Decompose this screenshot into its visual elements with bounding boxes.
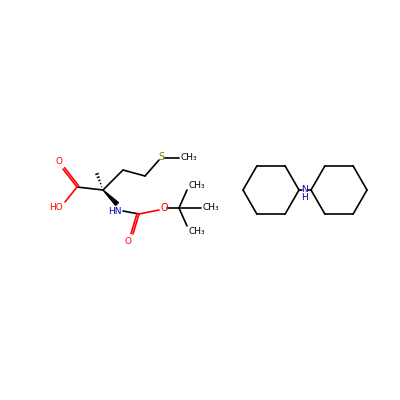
Text: HO: HO bbox=[49, 202, 63, 212]
Text: HN: HN bbox=[108, 208, 122, 216]
Text: O: O bbox=[160, 203, 168, 213]
Text: S: S bbox=[158, 152, 164, 162]
Text: H: H bbox=[302, 194, 308, 202]
Text: CH₃: CH₃ bbox=[181, 154, 197, 162]
Text: O: O bbox=[124, 236, 132, 246]
Text: N: N bbox=[302, 186, 308, 194]
Text: CH₃: CH₃ bbox=[189, 180, 205, 190]
Text: CH₃: CH₃ bbox=[189, 226, 205, 236]
Text: O: O bbox=[56, 158, 62, 166]
Polygon shape bbox=[103, 190, 118, 206]
Text: CH₃: CH₃ bbox=[203, 204, 219, 212]
